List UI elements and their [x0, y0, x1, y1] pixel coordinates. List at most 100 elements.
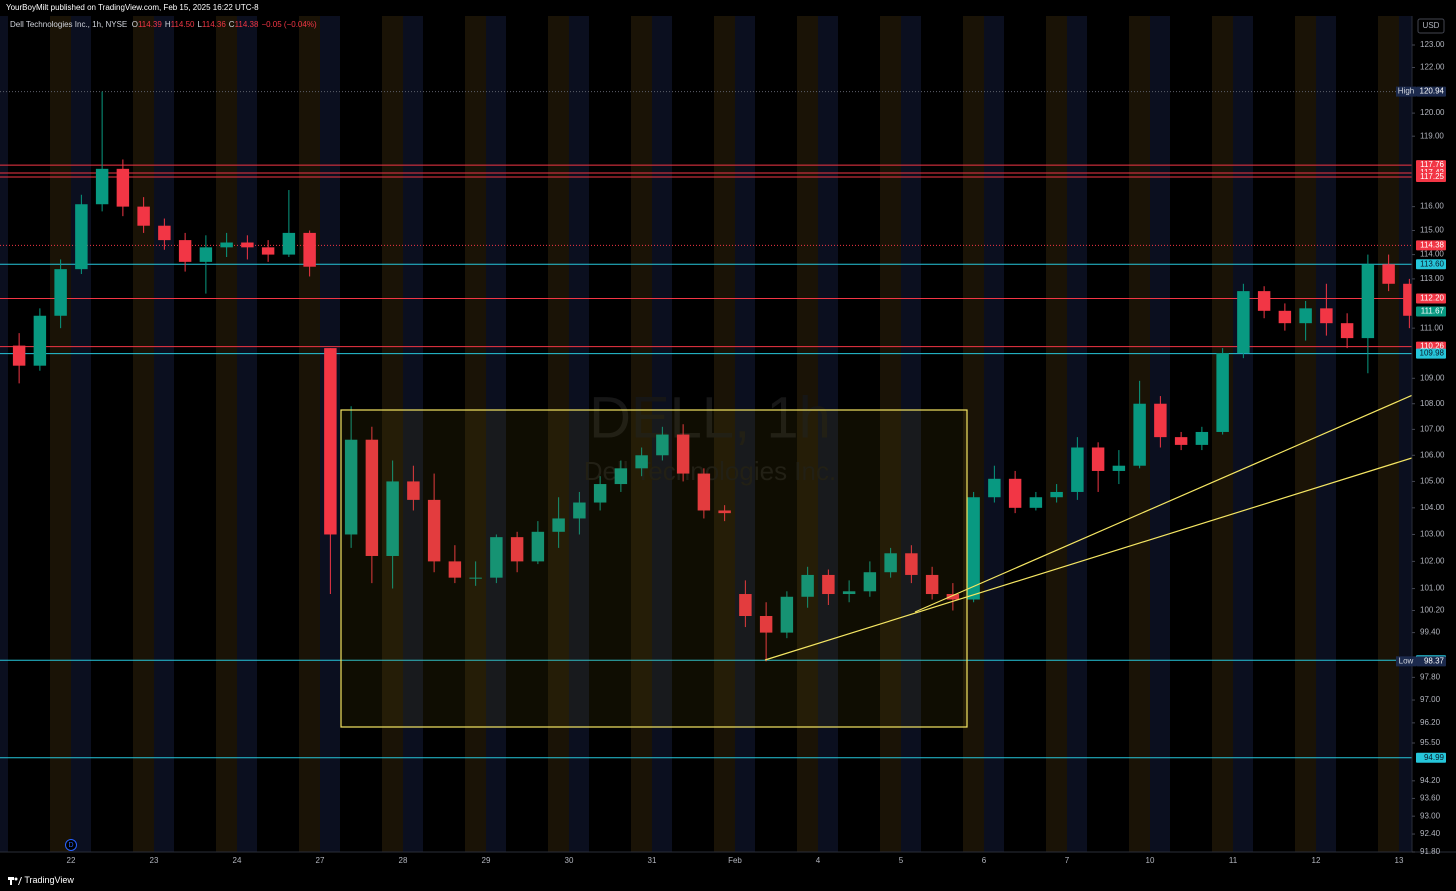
candle-body	[324, 348, 337, 535]
price-label: 117.25	[1420, 172, 1444, 181]
candle-body	[220, 242, 233, 248]
candle-body	[1174, 437, 1188, 445]
brand: TradingView	[24, 875, 74, 885]
y-tick-label: 101.00	[1420, 584, 1445, 593]
candle-body	[1050, 491, 1063, 498]
y-tick-label: 99.40	[1420, 628, 1441, 637]
y-tick-label: 100.20	[1420, 606, 1445, 615]
candle-body	[801, 574, 814, 597]
candle-body	[344, 439, 358, 535]
drawings	[340, 394, 1412, 728]
range-box	[340, 409, 968, 728]
candle-body	[178, 240, 192, 262]
candle-body	[635, 455, 648, 469]
candle-body	[469, 577, 482, 579]
candle-body	[282, 232, 296, 255]
candle-body	[386, 481, 399, 556]
ohlc-value: 114.36	[201, 20, 226, 29]
y-tick-label: 108.00	[1420, 399, 1445, 408]
candle-body	[116, 168, 130, 207]
y-tick-label: 116.00	[1420, 202, 1444, 211]
candle-body	[448, 561, 462, 578]
legend: Dell Technologies Inc., 1h, NYSE O114.39…	[10, 20, 320, 29]
x-tick-label: 5	[899, 856, 904, 865]
x-tick-label: 24	[233, 856, 242, 865]
candle-body	[739, 594, 752, 617]
candle-body	[759, 616, 773, 633]
x-tick-label: 29	[482, 856, 491, 865]
price-label-bg	[1416, 293, 1446, 304]
ohlc-key: H	[164, 20, 171, 29]
x-tick-label: 6	[982, 856, 987, 865]
candle-body	[531, 531, 545, 562]
candle-body	[697, 473, 711, 511]
price-label-bg	[1416, 752, 1446, 763]
price-label: 94.99	[1424, 753, 1445, 762]
x-tick-label: 11	[1229, 856, 1238, 865]
price-label: 117.76	[1420, 160, 1444, 169]
candle-body	[593, 484, 607, 503]
ohlc: O114.39 H114.50 L114.36 C114.38	[132, 20, 262, 29]
candle-body	[842, 591, 856, 595]
candle-body	[1195, 431, 1209, 445]
candle-body	[510, 537, 524, 562]
currency: USD	[1423, 21, 1440, 30]
y-tick-label: 106.00	[1420, 450, 1445, 459]
price-label: 112.20	[1420, 294, 1444, 303]
ohlc-key: L	[197, 20, 202, 29]
x-tick-label: Feb	[728, 856, 742, 865]
ohlc-key: C	[228, 20, 235, 29]
tag-label: High	[1398, 87, 1414, 96]
tag-bg	[1396, 86, 1416, 97]
y-tick-label: 107.00	[1420, 424, 1445, 433]
y-tick-label: 95.50	[1420, 738, 1441, 747]
publisher-bar: YourBoyMilt published on TradingView.com…	[0, 0, 1456, 16]
tag-label: Low	[1399, 656, 1414, 665]
candle-body	[54, 269, 67, 316]
y-tick-label: 114.00	[1420, 250, 1444, 259]
price-label: 114.38	[1420, 241, 1444, 250]
candle-body	[1320, 308, 1333, 324]
x-tick-label: 7	[1065, 856, 1070, 865]
y-tick-label: 93.00	[1420, 811, 1441, 820]
y-tick-label: 94.20	[1420, 776, 1441, 785]
price-label-bg	[1416, 306, 1446, 317]
candle-body	[199, 247, 213, 262]
event-badge[interactable]	[65, 839, 77, 851]
candle-body	[656, 434, 669, 456]
candle-body	[1237, 291, 1250, 354]
y-tick-label: 122.00	[1420, 63, 1445, 72]
candle-body	[718, 510, 731, 514]
candle-body	[1154, 403, 1167, 438]
trend-line	[764, 457, 1412, 661]
y-tick-label: 96.20	[1420, 718, 1441, 727]
candle-body	[925, 574, 939, 595]
symbol: Dell Technologies Inc., 1h, NYSE	[10, 20, 128, 29]
chart: DELL, 1h Dell Technologies Inc. USD D 12…	[0, 16, 1456, 865]
candle-body	[1299, 308, 1312, 324]
candle-body	[780, 596, 794, 633]
trend-line	[914, 394, 1412, 613]
candle-body	[407, 481, 420, 500]
session-background	[0, 16, 1412, 852]
price-label: 111.67	[1421, 307, 1445, 316]
price-label-bg	[1416, 160, 1446, 171]
y-tick-label: 120.00	[1420, 108, 1445, 117]
y-tick-label: 109.00	[1420, 373, 1445, 382]
x-tick-label: 4	[816, 856, 821, 865]
y-tick-label: 115.00	[1420, 226, 1444, 235]
ohlc-key: O	[131, 20, 138, 29]
logo	[8, 876, 22, 885]
y-tick-label: 91.80	[1420, 847, 1441, 856]
currency-button[interactable]	[1417, 18, 1445, 34]
candle-body	[884, 553, 897, 573]
candle-body	[988, 478, 1001, 498]
candle-body	[614, 468, 628, 485]
candle-body	[95, 168, 109, 205]
candle-body	[967, 497, 980, 600]
candle-body	[946, 594, 960, 600]
candle-body	[573, 502, 586, 519]
y-tick-label: 93.60	[1420, 794, 1441, 803]
ohlc-value: 114.50	[170, 20, 195, 29]
watermark: DELL, 1h	[589, 385, 831, 450]
